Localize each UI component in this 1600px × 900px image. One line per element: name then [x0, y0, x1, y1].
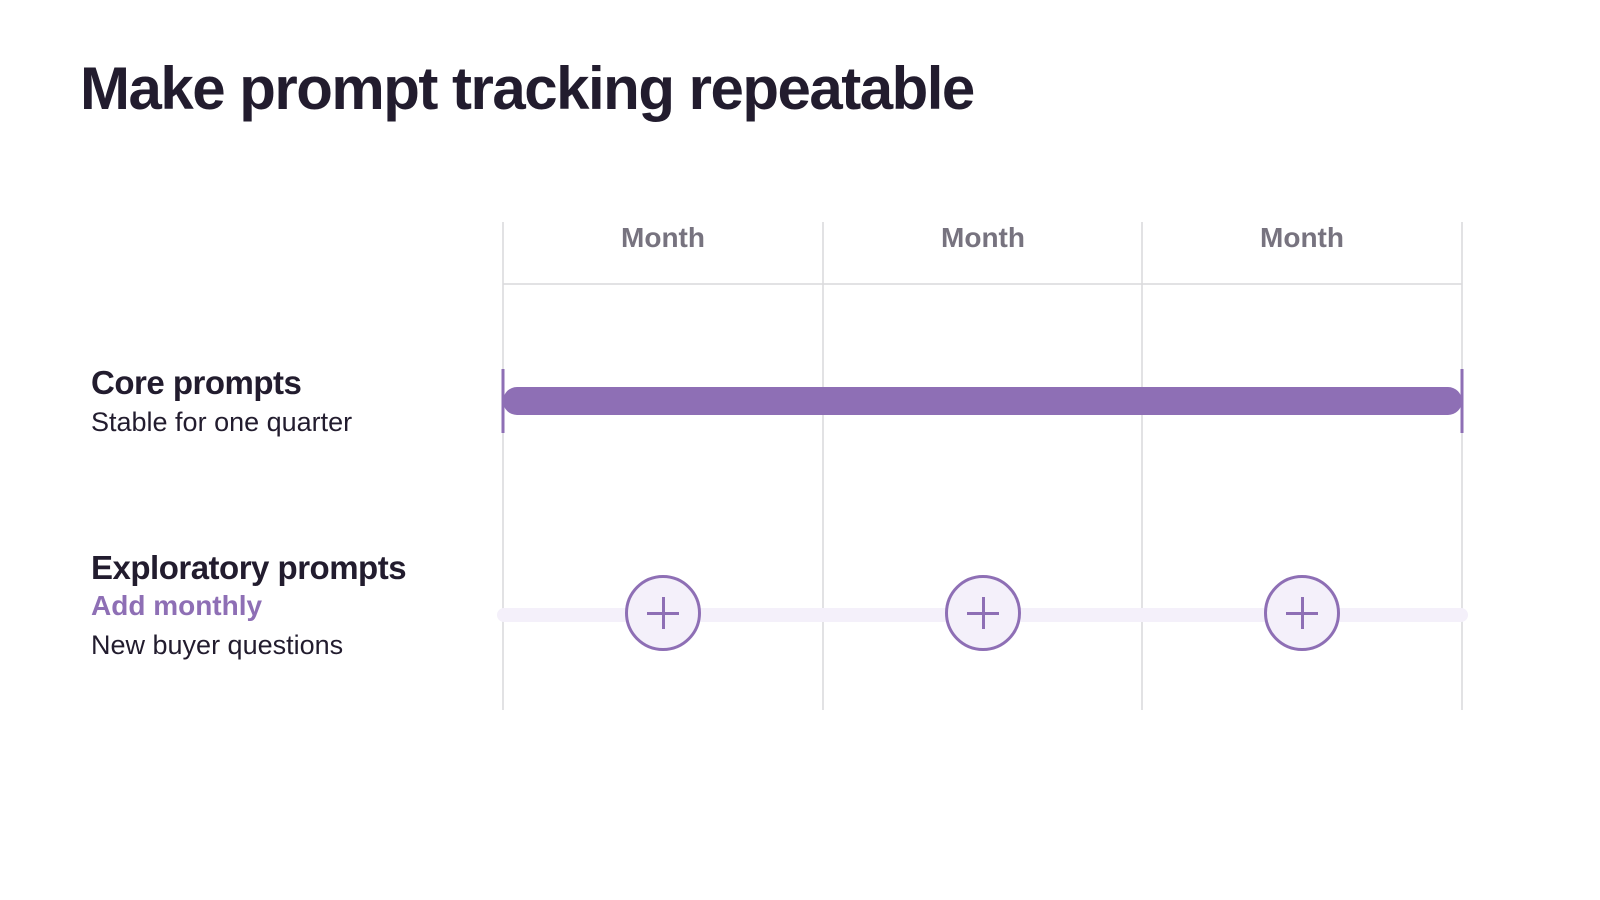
- row-subtitle-exploratory: New buyer questions: [91, 630, 344, 660]
- core-prompts-bar: [503, 387, 1462, 415]
- add-prompt-month-3-plus-icon[interactable]: [1264, 575, 1340, 651]
- column-header-month-2: Month: [941, 222, 1025, 253]
- add-prompt-month-2-plus-icon[interactable]: [945, 575, 1021, 651]
- row-subtitle-core: Stable for one quarter: [91, 407, 353, 437]
- row-label-core: Core prompts Stable for one quarter: [91, 364, 352, 442]
- row-label-exploratory: Exploratory prompts Add monthly New buye…: [91, 549, 407, 665]
- add-prompt-month-1-plus-icon[interactable]: [625, 575, 701, 651]
- column-header-month-3: Month: [1260, 222, 1344, 253]
- page-title: Make prompt tracking repeatable: [80, 55, 975, 122]
- column-header-month-1: Month: [621, 222, 705, 253]
- row-accent-exploratory: Add monthly: [91, 590, 263, 621]
- row-title-core: Core prompts: [91, 364, 302, 401]
- row-title-exploratory: Exploratory prompts: [91, 549, 407, 586]
